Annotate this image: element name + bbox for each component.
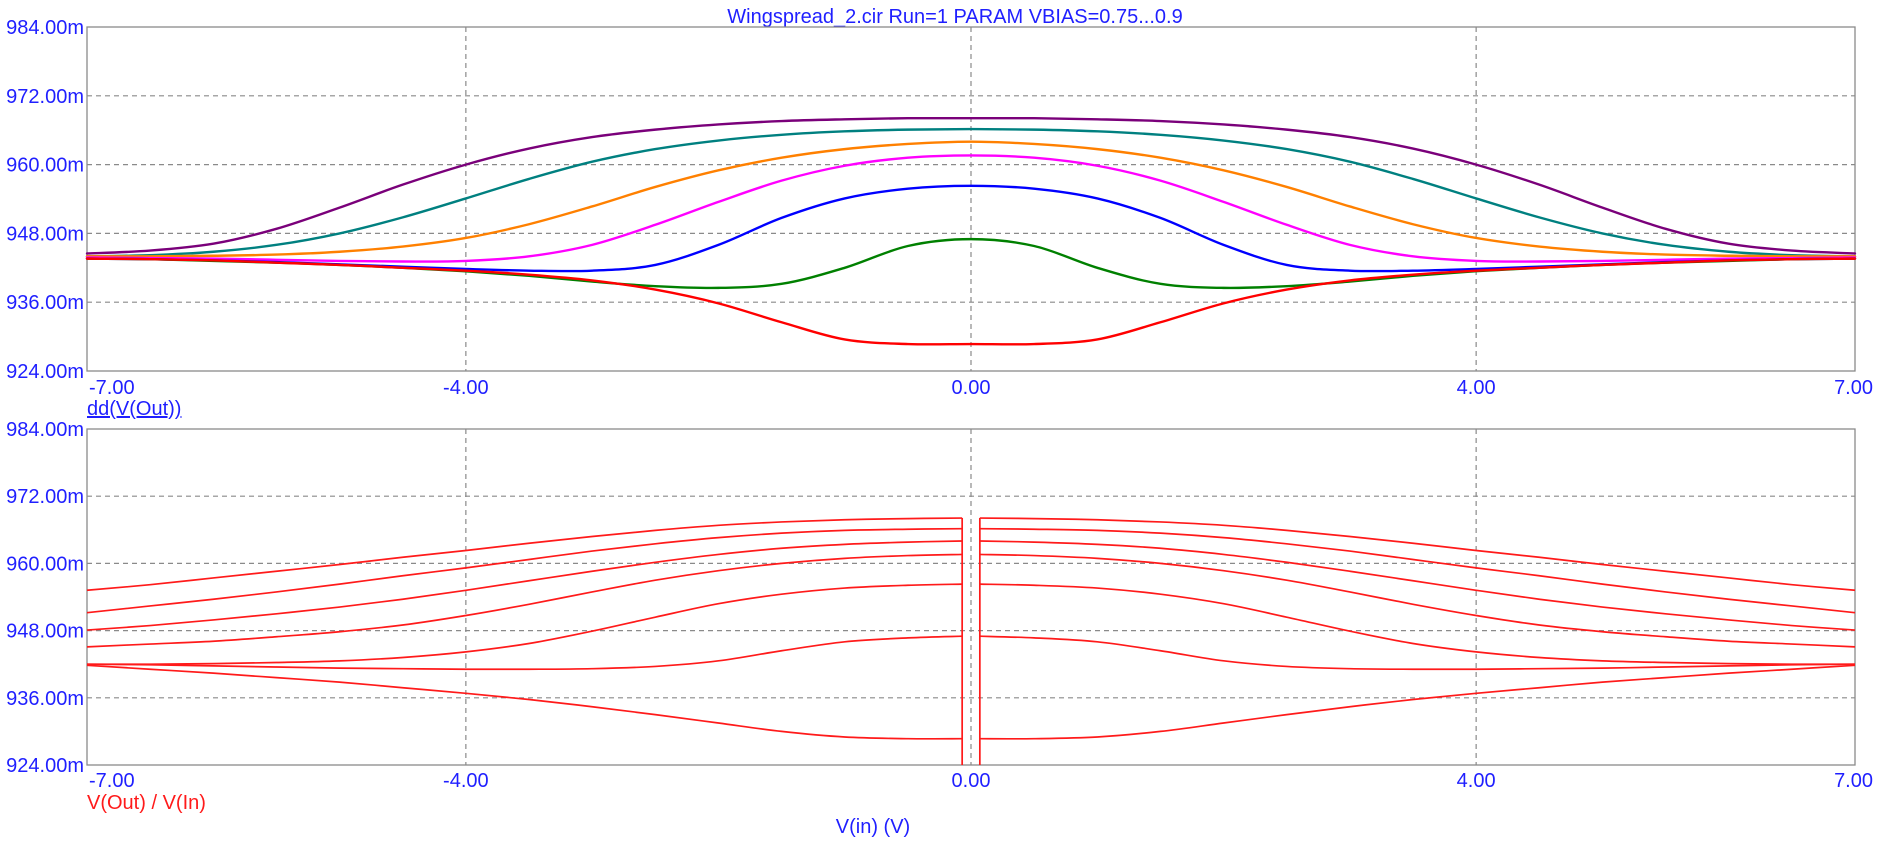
- bottom-panel: 984.00m 972.00m 960.00m 948.00m 936.00m 924.0…: [6, 419, 1873, 814]
- x-tick-label: 4.00: [1457, 770, 1496, 792]
- derivative-curve-4: [85, 154, 1857, 263]
- ratio-curve-left: [86, 517, 963, 592]
- y-tick-label: 960.00m: [6, 553, 84, 575]
- plot-title: Wingspread_2.cir Run=1 PARAM VBIAS=0.75.…: [727, 6, 1182, 28]
- y-tick-label: 936.00m: [6, 292, 84, 314]
- ratio-curve-left: [86, 540, 963, 631]
- y-tick-label: 948.00m: [6, 621, 84, 643]
- ratio-curve-left: [86, 635, 963, 671]
- y-tick-label: 948.00m: [6, 223, 84, 245]
- ratio-curve-right: [979, 527, 1856, 614]
- bottom-panel-trace-label[interactable]: V(Out) / V(In): [87, 792, 206, 814]
- top-panel-x-ticks: -7.00 -4.00 0.00 4.00 7.00: [89, 377, 1873, 399]
- derivative-curve-3: [85, 140, 1857, 258]
- y-tick-label: 972.00m: [6, 486, 84, 508]
- x-tick-label: 0.00: [952, 377, 991, 399]
- x-tick-label: 4.00: [1457, 377, 1496, 399]
- ratio-curve-right: [979, 583, 1856, 666]
- ratio-curve-right: [979, 635, 1856, 671]
- bottom-panel-frame: [86, 428, 1856, 766]
- derivative-curve-1: [85, 116, 1857, 255]
- derivative-curve-7: [85, 257, 1857, 346]
- bottom-panel-grid: [87, 429, 1855, 765]
- x-tick-label: 7.00: [1834, 377, 1873, 399]
- y-tick-label: 936.00m: [6, 688, 84, 710]
- y-tick-label: 924.00m: [6, 361, 84, 383]
- ratio-curve-right: [979, 517, 1856, 592]
- y-tick-label: 960.00m: [6, 155, 84, 177]
- ratio-curve-left: [86, 664, 963, 740]
- top-panel-curves: [85, 116, 1857, 346]
- derivative-curve-2: [85, 127, 1857, 258]
- top-panel: 984.00m 972.00m 960.00m 948.00m 936.00m 924.0…: [6, 17, 1873, 420]
- ratio-curve-left: [86, 527, 963, 614]
- x-tick-label: -4.00: [443, 377, 489, 399]
- ratio-curve-right: [979, 553, 1856, 648]
- x-tick-label: 0.00: [952, 770, 991, 792]
- ratio-curve-right: [979, 664, 1856, 740]
- y-tick-label: 924.00m: [6, 755, 84, 777]
- ratio-curve-left: [86, 583, 963, 666]
- x-tick-label: -4.00: [443, 770, 489, 792]
- ratio-curve-right: [979, 540, 1856, 631]
- bottom-panel-x-ticks: -7.00 -4.00 0.00 4.00 7.00: [89, 770, 1873, 792]
- y-tick-label: 984.00m: [6, 419, 84, 441]
- top-panel-grid: [87, 27, 1855, 371]
- bottom-panel-curves: [86, 517, 1856, 765]
- top-panel-y-ticks: 984.00m 972.00m 960.00m 948.00m 936.00m 924.0…: [6, 17, 84, 383]
- x-tick-label: -7.00: [89, 377, 135, 399]
- bottom-panel-y-ticks: 984.00m 972.00m 960.00m 948.00m 936.00m 924.0…: [6, 419, 84, 777]
- x-axis-label: V(in) (V): [836, 816, 910, 838]
- x-tick-label: -7.00: [89, 770, 135, 792]
- y-tick-label: 984.00m: [6, 17, 84, 39]
- ratio-curve-left: [86, 553, 963, 648]
- y-tick-label: 972.00m: [6, 86, 84, 108]
- x-tick-label: 7.00: [1834, 770, 1873, 792]
- top-panel-trace-label[interactable]: dd(V(Out)): [87, 398, 181, 420]
